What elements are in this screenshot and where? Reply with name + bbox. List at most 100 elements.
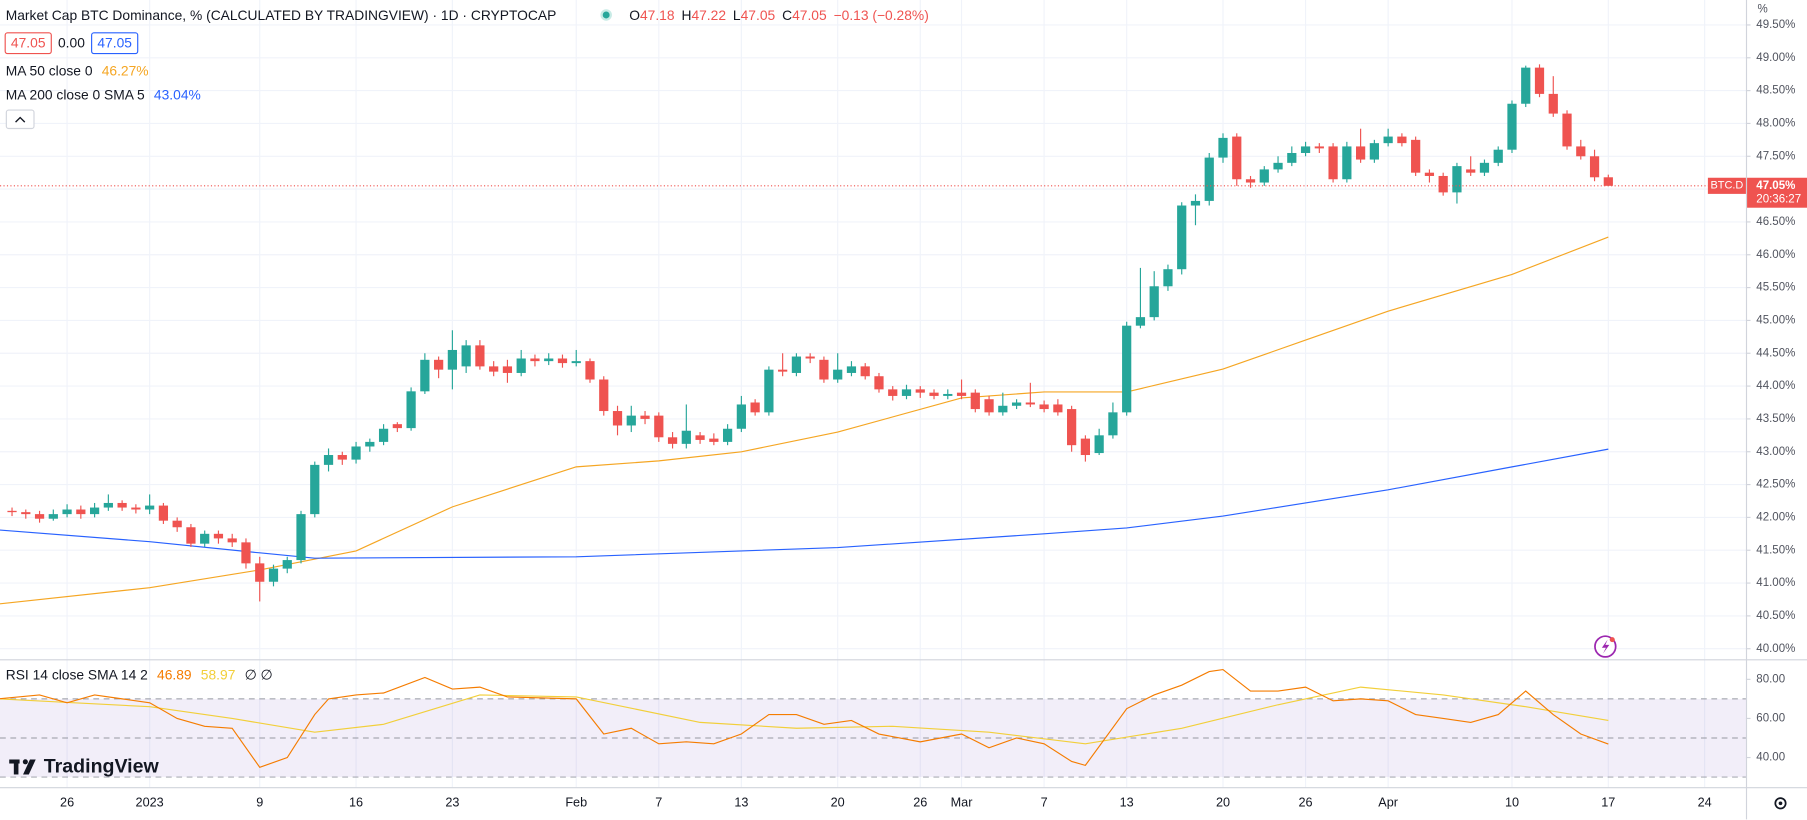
candle-body bbox=[337, 455, 347, 460]
ask: 47.05 bbox=[97, 34, 132, 50]
candle-body bbox=[1493, 149, 1503, 163]
y-tick-label: 41.00% bbox=[1756, 577, 1795, 589]
candle-body bbox=[1507, 103, 1517, 150]
y-tick-label: 41.50% bbox=[1756, 544, 1795, 556]
candle-body bbox=[1273, 162, 1283, 170]
candle-body bbox=[1369, 143, 1379, 160]
candle-body bbox=[1438, 175, 1448, 193]
x-tick-label: 20 bbox=[1216, 796, 1230, 810]
bid-box[interactable] bbox=[4, 32, 52, 55]
collapse-button[interactable] bbox=[5, 109, 35, 130]
x-tick-label: 26 bbox=[60, 796, 74, 810]
y-tick-label: 46.00% bbox=[1756, 249, 1795, 261]
x-tick-label: 16 bbox=[349, 796, 363, 810]
x-tick-label: 26 bbox=[1299, 796, 1313, 810]
y-tick-label: 44.50% bbox=[1756, 347, 1795, 359]
logo: TradingView bbox=[9, 756, 160, 778]
candle-body bbox=[351, 446, 361, 460]
x-tick-label: 20 bbox=[831, 796, 845, 810]
candle-body bbox=[1094, 435, 1104, 454]
candle-body bbox=[1011, 402, 1022, 406]
x-tick-label: 7 bbox=[1041, 796, 1048, 810]
x-tick-label: 7 bbox=[655, 796, 662, 810]
candle-body bbox=[1177, 205, 1187, 270]
candle-body bbox=[1204, 157, 1214, 201]
bid: 47.05 bbox=[11, 34, 46, 50]
candle-body bbox=[1232, 136, 1242, 180]
candle-body bbox=[145, 505, 155, 510]
x-tick-label: 17 bbox=[1601, 796, 1615, 810]
candle-body bbox=[76, 509, 86, 515]
legend-value: 46.89 bbox=[157, 666, 192, 682]
indicator-legend: MA 50 close 0 46.27% bbox=[6, 62, 149, 78]
x-tick-label: 13 bbox=[734, 796, 748, 810]
brand: TradingView bbox=[44, 756, 160, 778]
ohlc-key: L bbox=[733, 7, 741, 23]
legend-name: RSI 14 close SMA 14 2 bbox=[6, 666, 148, 682]
candle-body bbox=[365, 441, 375, 447]
candle-body bbox=[640, 415, 650, 419]
ohlc-value: 47.18 bbox=[640, 7, 675, 23]
candle-body bbox=[1424, 172, 1435, 176]
candle-body bbox=[970, 392, 980, 410]
y-tick-label: 46.50% bbox=[1756, 216, 1795, 228]
legend-extra: ∅ ∅ bbox=[245, 666, 273, 682]
ohlc-legend: O47.18 H47.22 L47.05 C47.05 −0.13 (−0.28%) bbox=[629, 7, 929, 23]
candle-body bbox=[681, 430, 691, 444]
ask-box[interactable] bbox=[91, 32, 139, 55]
candle-body bbox=[392, 424, 402, 429]
candle-body bbox=[1163, 269, 1173, 287]
rsi-legend: RSI 14 close SMA 14 2 46.89 58.97 ∅ ∅ bbox=[6, 666, 273, 682]
candle-body bbox=[1452, 166, 1462, 193]
y-tick-label: 45.00% bbox=[1756, 314, 1795, 326]
candle-body bbox=[1122, 325, 1132, 413]
candle-body bbox=[1548, 93, 1558, 114]
candle-body bbox=[585, 361, 595, 380]
gear-hub bbox=[1778, 801, 1783, 806]
candle-body bbox=[544, 358, 554, 362]
candle-body bbox=[420, 359, 430, 392]
candle-body bbox=[709, 438, 719, 442]
candle-body bbox=[1411, 139, 1421, 173]
y-tick-label: 43.00% bbox=[1756, 446, 1795, 458]
candle-body bbox=[557, 358, 568, 364]
legend-name: MA 50 close 0 bbox=[6, 62, 93, 78]
indicator-legend: MA 200 close 0 SMA 5 43.04% bbox=[6, 86, 201, 102]
candle-body bbox=[62, 509, 72, 515]
candle-body bbox=[695, 435, 705, 440]
settings-icon[interactable] bbox=[1774, 797, 1787, 810]
candle-body bbox=[323, 455, 334, 465]
candle-body bbox=[241, 542, 251, 564]
x-tick-label: 23 bbox=[445, 796, 459, 810]
candle-body bbox=[1149, 286, 1159, 318]
candle-body bbox=[984, 399, 994, 413]
y-tick-label: 40.50% bbox=[1756, 610, 1795, 622]
y-unit: % bbox=[1757, 3, 1767, 15]
candle-body bbox=[489, 366, 499, 372]
candle-body bbox=[791, 356, 802, 373]
candle-body bbox=[475, 345, 485, 367]
candle-body bbox=[1534, 67, 1545, 94]
x-tick-label: 13 bbox=[1120, 796, 1134, 810]
candle-body bbox=[1039, 404, 1049, 410]
candle-body bbox=[282, 560, 292, 569]
candle-body bbox=[378, 428, 389, 442]
candle-body bbox=[158, 505, 169, 521]
candle-body bbox=[626, 415, 636, 426]
x-tick-label: 26 bbox=[913, 796, 927, 810]
logo-shape bbox=[13, 759, 19, 775]
ohlc-value: 47.05 bbox=[792, 7, 827, 23]
candle-body bbox=[1218, 137, 1228, 158]
candle-body bbox=[1589, 156, 1600, 178]
y-tick-label: 48.50% bbox=[1756, 85, 1795, 97]
gear bbox=[1774, 797, 1787, 810]
countdown: 20:36:27 bbox=[1756, 194, 1801, 206]
candle-body bbox=[819, 359, 829, 380]
candle-body bbox=[296, 514, 306, 561]
spread: 0.00 bbox=[58, 34, 85, 50]
x-tick-label: Apr bbox=[1378, 796, 1398, 810]
candle-body bbox=[750, 402, 760, 413]
logo-shape bbox=[22, 759, 28, 765]
candle-body bbox=[172, 520, 182, 528]
